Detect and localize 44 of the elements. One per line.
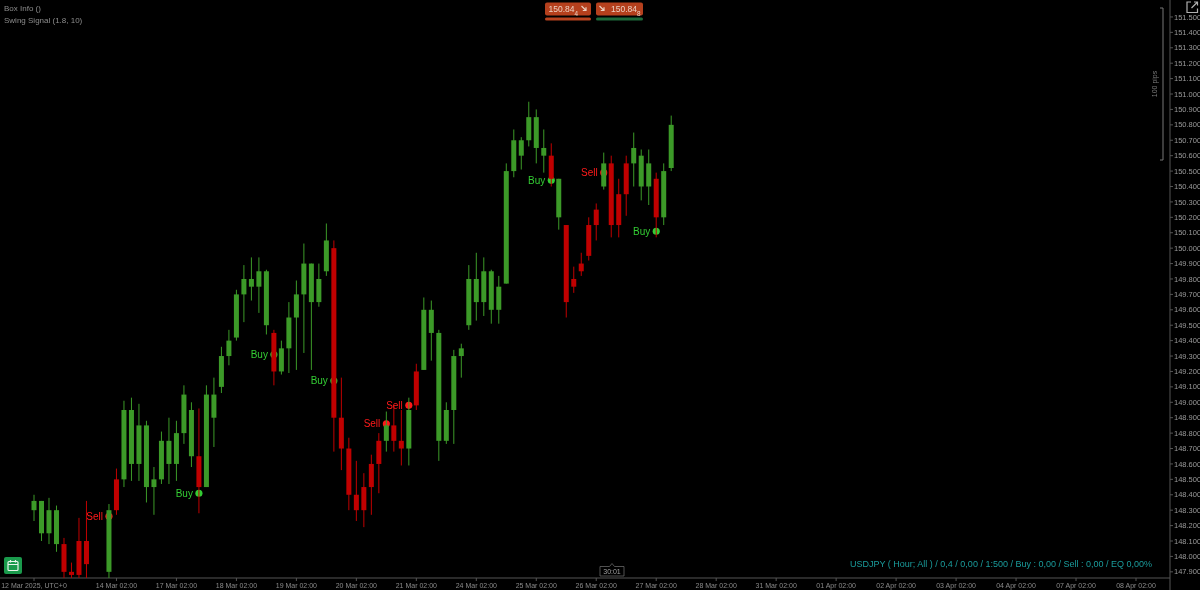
candlestick: [473, 252, 479, 322]
candlestick: [541, 128, 547, 174]
text: Sell: [386, 399, 403, 411]
candlestick: [496, 275, 502, 325]
candlestick: [646, 149, 652, 206]
text: Buy: [175, 487, 193, 499]
candlestick: [361, 472, 367, 528]
candlestick: [278, 340, 284, 376]
candlestick: [256, 256, 262, 314]
candlestick: [166, 417, 172, 485]
candlestick: [211, 377, 217, 448]
candlestick: [241, 264, 247, 323]
candlestick: [46, 497, 52, 545]
candlestick: [31, 494, 37, 522]
candlestick: [376, 432, 382, 494]
text: Sell: [363, 418, 381, 430]
text: Buy: [310, 375, 328, 387]
annotation: Swing Signal (1.8, 10): [4, 16, 83, 25]
candlestick: [316, 263, 322, 308]
text: Buy: [250, 349, 268, 361]
candlestick: [83, 500, 89, 578]
annotation: 150.84$_{8}$: [610, 4, 641, 17]
text: Sell: [86, 510, 103, 522]
candlestick: [631, 132, 637, 187]
candlestick: [518, 136, 524, 171]
candlestick: [293, 280, 299, 371]
candlestick: [593, 202, 599, 241]
candlestick: [428, 300, 434, 362]
series-label: Sell: [581, 167, 598, 179]
series-label: Buy: [632, 225, 651, 237]
candlestick: [458, 343, 464, 379]
candlestick: [248, 256, 254, 302]
candlestick: [578, 252, 584, 277]
candlestick: [151, 466, 157, 516]
candlestick: [398, 409, 404, 466]
annotation: 150.84$_{4}$: [548, 4, 579, 17]
text: Buy: [528, 174, 546, 186]
candlestick: [368, 454, 374, 516]
candlestick: [226, 329, 232, 366]
annotation: USDJPY ( Hour; All ) / 0,4 / 0,00 / 1:500 / Buy : 0,00 / Sell : 0,00 / EQ 0,00%: [850, 559, 1152, 569]
annotation: Box Info (): [4, 4, 42, 13]
candlestick: [526, 101, 532, 147]
candlestick: [353, 460, 359, 522]
candlestick: [571, 266, 577, 294]
